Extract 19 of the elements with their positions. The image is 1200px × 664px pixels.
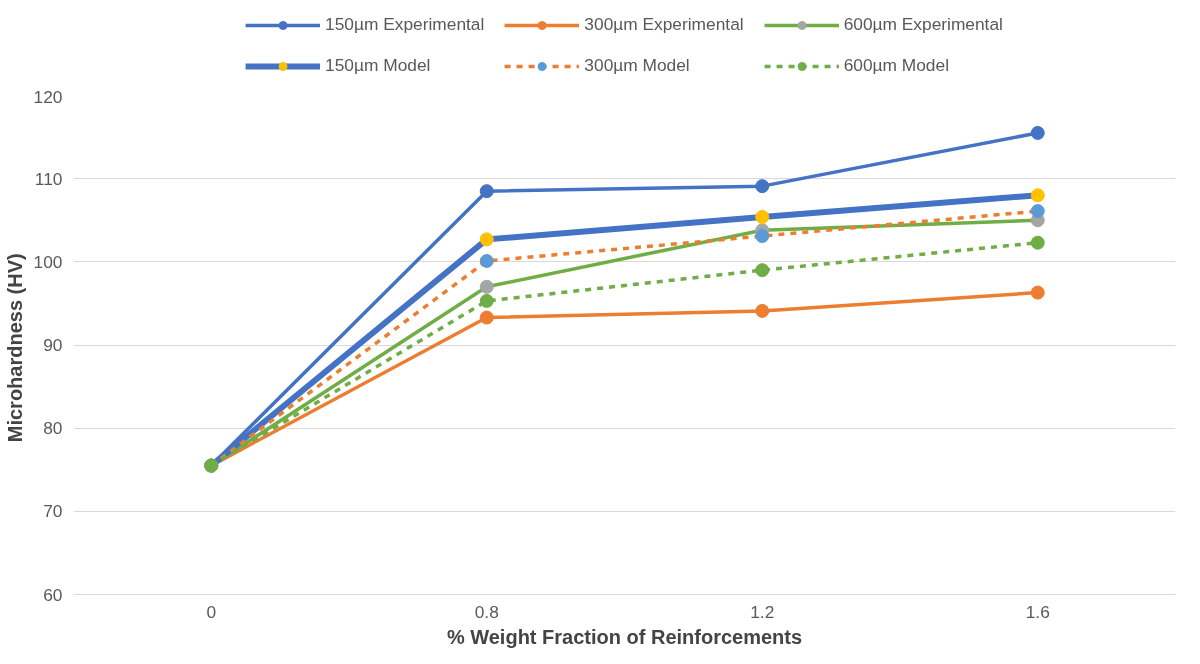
- legend-label: 600µm Model: [843, 55, 949, 76]
- y-tick-label: 110: [34, 168, 63, 189]
- x-tick-label: 1.6: [1025, 601, 1050, 622]
- x-tick-label: 0.8: [474, 601, 499, 622]
- y-tick-label: 70: [43, 501, 63, 522]
- y-tick-label: 120: [33, 86, 63, 107]
- legend-label: 600µm Experimental: [843, 14, 1003, 35]
- y-axis-title: Microhardness (HV): [3, 253, 26, 443]
- legend-label: 150µm Model: [325, 55, 431, 76]
- y-tick-label: 90: [43, 335, 63, 355]
- x-axis-title: % Weight Fraction of Reinforcements: [446, 625, 803, 648]
- x-tick-label: 1.2: [750, 601, 775, 622]
- legend-label: 300µm Experimental: [584, 14, 744, 35]
- y-tick-label: 100: [33, 251, 63, 272]
- legend-label: 150µm Experimental: [325, 14, 485, 35]
- legend-label: 300µm Model: [584, 55, 690, 76]
- y-tick-label: 80: [43, 418, 63, 439]
- y-tick-label: 60: [43, 584, 63, 605]
- x-tick-label: 0: [206, 601, 217, 622]
